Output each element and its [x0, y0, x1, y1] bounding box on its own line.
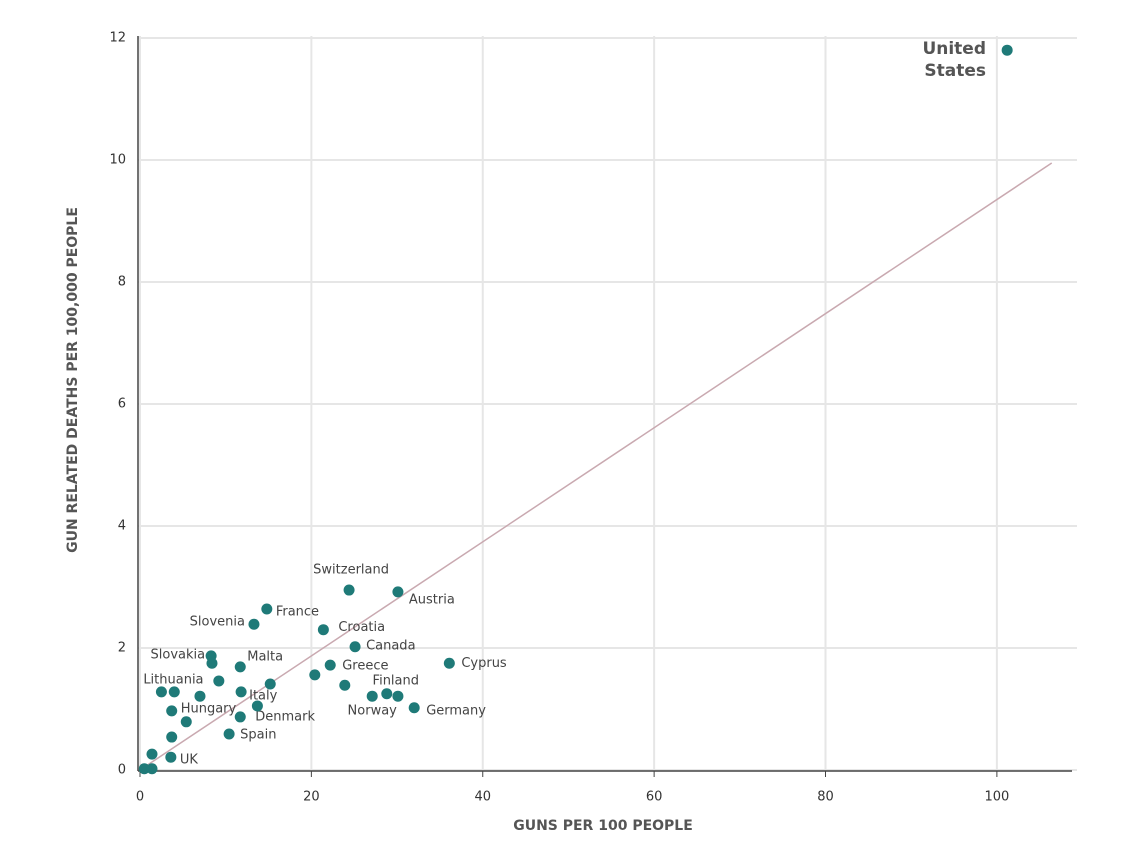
point: [443, 657, 455, 669]
x-axis-title: GUNS PER 100 PEOPLE: [513, 818, 693, 834]
point: [392, 586, 404, 598]
point-label: Austria: [409, 592, 455, 607]
point-label: Spain: [240, 728, 276, 743]
point: [1001, 44, 1013, 56]
y-axis-title: GUN RELATED DEATHS PER 100,000 PEOPLE: [65, 207, 81, 553]
y-tick-label: 4: [118, 519, 126, 534]
point: [324, 659, 336, 671]
y-tick-label: 2: [118, 641, 126, 656]
point-label: Hungary: [181, 701, 237, 716]
point-label: Greece: [342, 659, 388, 674]
x-tick-label: 80: [817, 790, 834, 805]
trend-line: [139, 162, 1053, 771]
point: [317, 624, 329, 636]
point: [223, 728, 235, 740]
point-label: Switzerland: [313, 563, 389, 578]
point: [194, 690, 206, 702]
point-label: Denmark: [255, 709, 315, 724]
x-tick-label: 100: [984, 790, 1009, 805]
y-tick-label: 10: [109, 153, 126, 168]
y-tick-label: 6: [118, 397, 126, 412]
point-label: Finland: [373, 673, 419, 688]
point: [213, 675, 225, 687]
point: [392, 690, 404, 702]
point-label: UK: [180, 753, 199, 768]
point: [261, 603, 273, 615]
point-label: Italy: [249, 688, 278, 703]
point-label: Germany: [426, 703, 486, 718]
point: [146, 748, 158, 760]
point-label: Croatia: [338, 620, 385, 635]
point: [248, 618, 260, 630]
point: [146, 763, 158, 775]
point: [206, 657, 218, 669]
point: [168, 686, 180, 698]
point-label: Malta: [247, 649, 283, 664]
point-label: Norway: [348, 704, 398, 719]
y-tick-label: 12: [109, 31, 126, 46]
point-label: France: [276, 604, 319, 619]
point: [155, 686, 167, 698]
point: [381, 688, 393, 700]
point-label: Canada: [366, 638, 415, 653]
point: [408, 702, 420, 714]
point: [264, 678, 276, 690]
x-tick-label: 20: [303, 790, 320, 805]
y-tick-label: 8: [118, 275, 126, 290]
y-tick-label: 0: [118, 763, 126, 778]
x-tick-label: 60: [646, 790, 663, 805]
point-label: Slovakia: [151, 647, 206, 662]
x-tick-label: 40: [474, 790, 491, 805]
point: [180, 716, 192, 728]
point: [166, 731, 178, 743]
point: [339, 679, 351, 691]
point-label: Cyprus: [461, 656, 507, 671]
point: [234, 711, 246, 723]
point-label: Slovenia: [190, 615, 245, 630]
point: [138, 763, 150, 775]
point: [251, 700, 263, 712]
point: [349, 641, 361, 653]
point: [366, 690, 378, 702]
point: [166, 705, 178, 717]
point: [165, 751, 177, 763]
point: [235, 686, 247, 698]
point-label: Lithuania: [143, 672, 203, 687]
point: [234, 661, 246, 673]
point-label: United States: [922, 39, 986, 81]
x-tick-label: 0: [136, 790, 144, 805]
point: [309, 669, 321, 681]
point: [343, 584, 355, 596]
